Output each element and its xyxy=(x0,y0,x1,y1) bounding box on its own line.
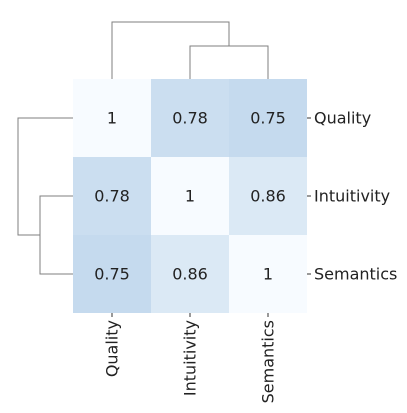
cell-value-label: 0.75 xyxy=(94,265,130,284)
column-tick-label: Intuitivity xyxy=(181,320,200,396)
cell-value-label: 0.75 xyxy=(250,109,286,128)
heatmap-cell xyxy=(151,79,229,157)
cell-value-label: 1 xyxy=(263,265,273,284)
cell-value-label: 0.78 xyxy=(94,187,130,206)
row-tick-label: Semantics xyxy=(314,265,397,284)
heatmap-cell xyxy=(229,157,307,235)
column-tick-labels: Quality Intuitivity Semantics xyxy=(103,313,278,403)
dendrogram-link xyxy=(189,45,269,79)
row-dendrogram xyxy=(17,117,73,275)
cell-value-label: 0.86 xyxy=(250,187,286,206)
heatmap-cells: 1 0.78 0.75 0.78 1 0.86 0.75 0.86 1 xyxy=(73,79,307,313)
cell-value-label: 0.78 xyxy=(172,109,208,128)
row-tick-label: Intuitivity xyxy=(314,187,390,206)
dendrogram-link xyxy=(111,21,230,79)
heatmap-cell xyxy=(73,235,151,313)
dendrogram-link xyxy=(17,117,73,236)
row-tick-labels: Quality Intuitivity Semantics xyxy=(307,109,397,284)
heatmap-cell xyxy=(229,235,307,313)
heatmap-cell xyxy=(73,157,151,235)
heatmap-cell xyxy=(151,235,229,313)
row-tick-label: Quality xyxy=(314,109,371,128)
column-dendrogram xyxy=(111,21,269,79)
cell-value-label: 1 xyxy=(107,109,117,128)
heatmap-cell xyxy=(151,157,229,235)
dendrogram-link xyxy=(39,195,73,275)
column-tick-label: Quality xyxy=(103,320,122,377)
heatmap-cell xyxy=(229,79,307,157)
column-tick-label: Semantics xyxy=(259,320,278,403)
cell-value-label: 0.86 xyxy=(172,265,208,284)
cell-value-label: 1 xyxy=(185,187,195,206)
heatmap-cell xyxy=(73,79,151,157)
